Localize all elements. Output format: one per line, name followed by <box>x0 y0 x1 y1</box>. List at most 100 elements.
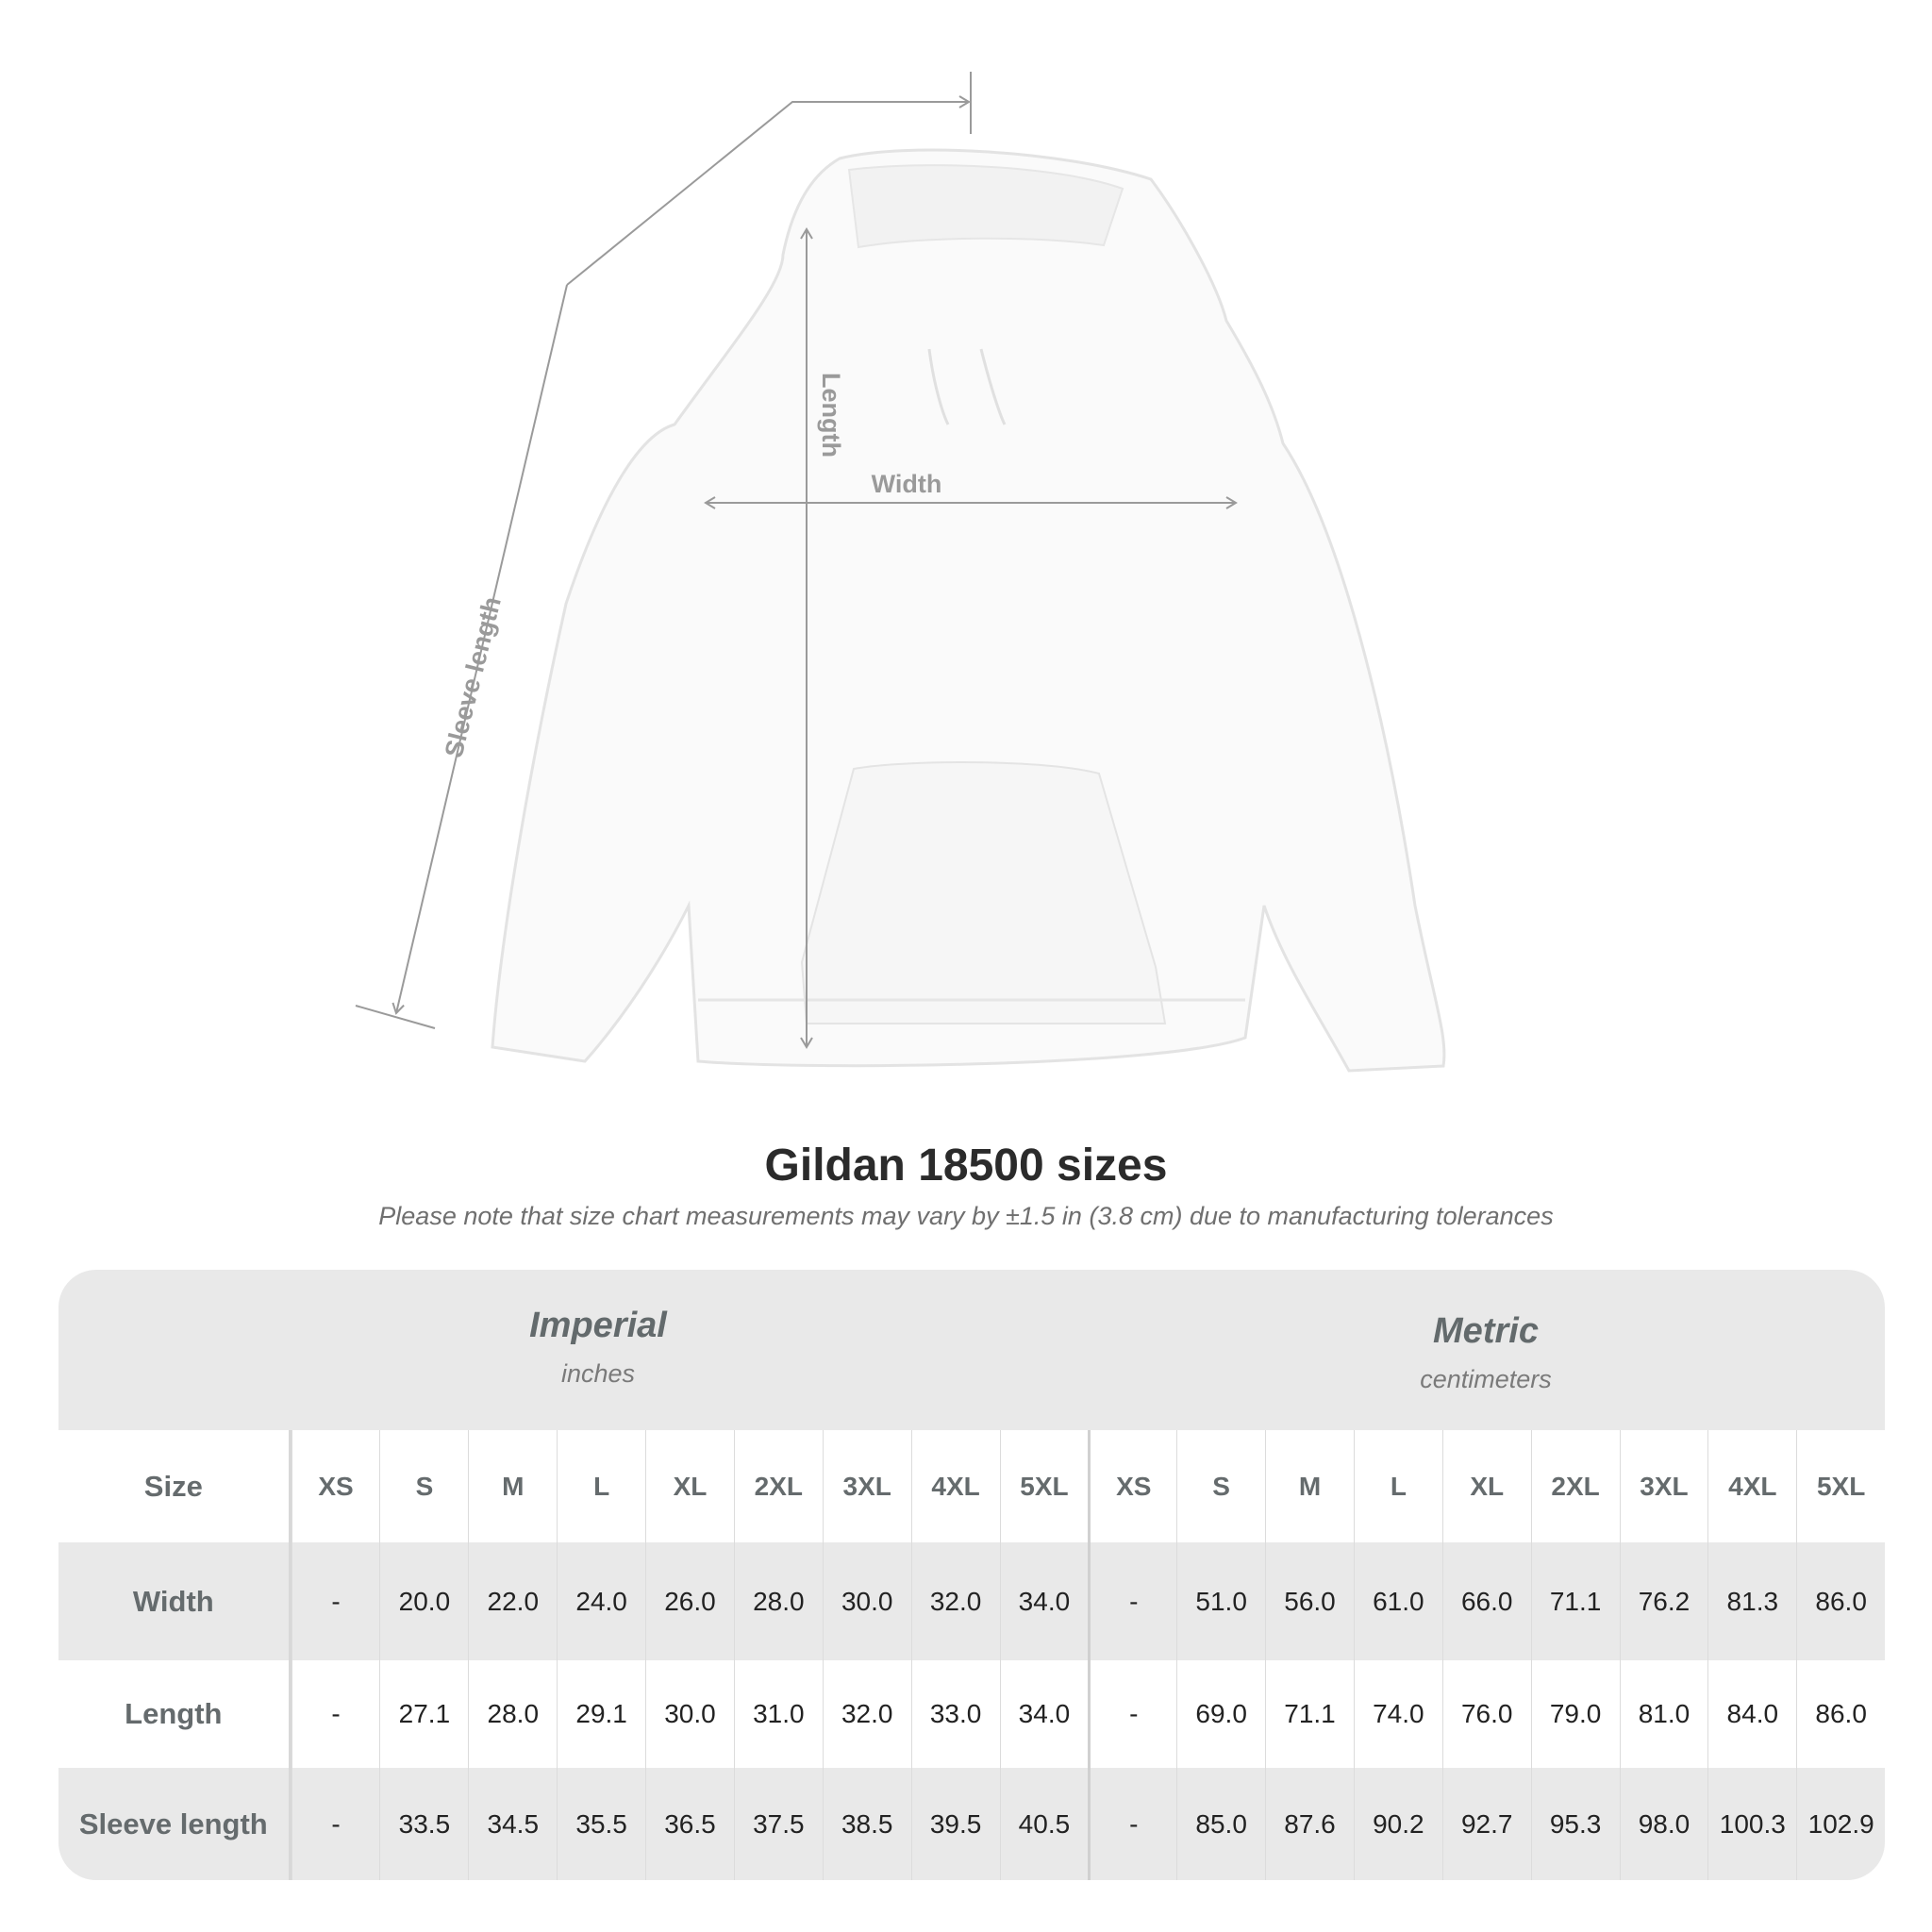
metric-value-cell: 102.9 <box>1796 1768 1885 1880</box>
imperial-size-5xl: 5XL <box>999 1430 1089 1542</box>
imperial-value-cell: 22.0 <box>468 1542 557 1660</box>
table-row: Sleeve length -33.5 34.5 35.5 36.5 37.5 38.5 39… <box>58 1768 1885 1880</box>
metric-value-cell: - <box>1088 1660 1176 1768</box>
metric-title: Metric <box>1433 1311 1539 1351</box>
metric-value-cell: 87.6 <box>1265 1768 1354 1880</box>
metric-heading: Metric centimeters <box>1087 1311 1885 1394</box>
size-header-label: Size <box>58 1430 291 1542</box>
length-label: Length <box>817 373 845 458</box>
imperial-value-cell: 33.5 <box>379 1768 468 1880</box>
metric-size-5xl: 5XL <box>1796 1430 1885 1542</box>
imperial-value-cell: 32.0 <box>910 1542 1000 1660</box>
table-row: Width -20.0 22.0 24.0 26.0 28.0 30.0 32.0 34.0-5… <box>58 1542 1885 1660</box>
hoodie-silhouette <box>491 148 1446 1073</box>
imperial-heading: Imperial inches <box>199 1306 997 1389</box>
imperial-value-cell: 31.0 <box>733 1660 823 1768</box>
length-measure: Length <box>800 227 845 1049</box>
imperial-size-m: M <box>468 1430 557 1542</box>
metric-value-cell: 56.0 <box>1265 1542 1354 1660</box>
hoodie-diagram: Sleeve length Length Width <box>355 72 1446 1073</box>
metric-value-cell: 90.2 <box>1353 1768 1442 1880</box>
metric-size-s: S <box>1176 1430 1265 1542</box>
imperial-value-cell: - <box>291 1542 380 1660</box>
metric-value-cell: - <box>1088 1542 1176 1660</box>
imperial-value-cell: 36.5 <box>645 1768 734 1880</box>
imperial-size-s: S <box>379 1430 468 1542</box>
width-measure: Width <box>704 470 1238 509</box>
imperial-value-cell: 37.5 <box>733 1768 823 1880</box>
metric-value-cell: 71.1 <box>1530 1542 1620 1660</box>
imperial-value-cell: 34.0 <box>999 1660 1089 1768</box>
metric-value-cell: 81.3 <box>1707 1542 1796 1660</box>
metric-value-cell: 81.0 <box>1619 1660 1708 1768</box>
drawstrings <box>927 348 1007 425</box>
imperial-value-cell: 30.0 <box>822 1542 911 1660</box>
imperial-value-cell: 33.0 <box>910 1660 1000 1768</box>
imperial-size-xl: XL <box>645 1430 734 1542</box>
metric-size-2xl: 2XL <box>1530 1430 1620 1542</box>
imperial-value-cell: 27.1 <box>379 1660 468 1768</box>
imperial-value-cell: - <box>291 1660 380 1768</box>
metric-value-cell: 92.7 <box>1441 1768 1531 1880</box>
imperial-size-3xl: 3XL <box>822 1430 911 1542</box>
metric-value-cell: 66.0 <box>1441 1542 1531 1660</box>
imperial-value-cell: 34.0 <box>999 1542 1089 1660</box>
metric-value-cell: 79.0 <box>1530 1660 1620 1768</box>
imperial-value-cell: 40.5 <box>999 1768 1089 1880</box>
row-label: Length <box>58 1660 291 1768</box>
imperial-size-xs: XS <box>291 1430 380 1542</box>
sleeve-length-label: Sleeve length <box>440 594 507 760</box>
metric-value-cell: 74.0 <box>1353 1660 1442 1768</box>
hoodie-image <box>491 148 1446 1073</box>
imperial-value-cell: 39.5 <box>910 1768 1000 1880</box>
table-header-band <box>58 1270 1885 1430</box>
imperial-value-cell: 28.0 <box>468 1660 557 1768</box>
imperial-size-4xl: 4XL <box>910 1430 1000 1542</box>
metric-value-cell: - <box>1088 1768 1176 1880</box>
metric-size-xl: XL <box>1441 1430 1531 1542</box>
imperial-value-cell: 24.0 <box>557 1542 645 1660</box>
row-label: Sleeve length <box>58 1768 291 1880</box>
imperial-title: Imperial <box>529 1306 667 1345</box>
metric-value-cell: 98.0 <box>1619 1768 1708 1880</box>
imperial-value-cell: 30.0 <box>645 1660 734 1768</box>
imperial-value-cell: 38.5 <box>822 1768 911 1880</box>
page-title: Gildan 18500 sizes <box>764 1141 1168 1191</box>
imperial-value-cell: 32.0 <box>822 1660 911 1768</box>
metric-size-m: M <box>1265 1430 1354 1542</box>
imperial-value-cell: - <box>291 1768 380 1880</box>
metric-value-cell: 86.0 <box>1796 1542 1885 1660</box>
metric-value-cell: 86.0 <box>1796 1660 1885 1768</box>
imperial-size-l: L <box>557 1430 645 1542</box>
imperial-value-cell: 20.0 <box>379 1542 468 1660</box>
row-label: Width <box>58 1542 291 1660</box>
hood-opening <box>847 164 1124 249</box>
metric-size-xs: XS <box>1088 1430 1176 1542</box>
metric-value-cell: 61.0 <box>1353 1542 1442 1660</box>
imperial-value-cell: 29.1 <box>557 1660 645 1768</box>
table-row: Length -27.1 28.0 29.1 30.0 31.0 32.0 33.0 34.0-… <box>58 1660 1885 1768</box>
imperial-value-cell: 28.0 <box>733 1542 823 1660</box>
imperial-value-cell: 26.0 <box>645 1542 734 1660</box>
metric-value-cell: 95.3 <box>1530 1768 1620 1880</box>
imperial-value-cell: 34.5 <box>468 1768 557 1880</box>
size-table: Imperial inches Metric centimeters Size X… <box>58 1270 1885 1880</box>
tolerance-note: Please note that size chart measurements… <box>378 1202 1554 1230</box>
metric-size-4xl: 4XL <box>1707 1430 1796 1542</box>
metric-value-cell: 85.0 <box>1176 1768 1265 1880</box>
metric-value-cell: 100.3 <box>1707 1768 1796 1880</box>
metric-value-cell: 71.1 <box>1265 1660 1354 1768</box>
imperial-size-2xl: 2XL <box>733 1430 823 1542</box>
size-header-row: Size XS S M L XL 2XL 3XL 4XL 5XL XS S M L XL 2XL 3XL 4XL 5… <box>58 1430 1885 1542</box>
metric-value-cell: 76.2 <box>1619 1542 1708 1660</box>
metric-unit: centimeters <box>1420 1365 1552 1393</box>
metric-size-3xl: 3XL <box>1619 1430 1708 1542</box>
pocket <box>800 761 1167 1024</box>
metric-value-cell: 51.0 <box>1176 1542 1265 1660</box>
width-label: Width <box>872 470 942 498</box>
metric-value-cell: 69.0 <box>1176 1660 1265 1768</box>
imperial-unit: inches <box>560 1359 636 1388</box>
imperial-value-cell: 35.5 <box>557 1768 645 1880</box>
metric-size-l: L <box>1353 1430 1442 1542</box>
metric-value-cell: 76.0 <box>1441 1660 1531 1768</box>
